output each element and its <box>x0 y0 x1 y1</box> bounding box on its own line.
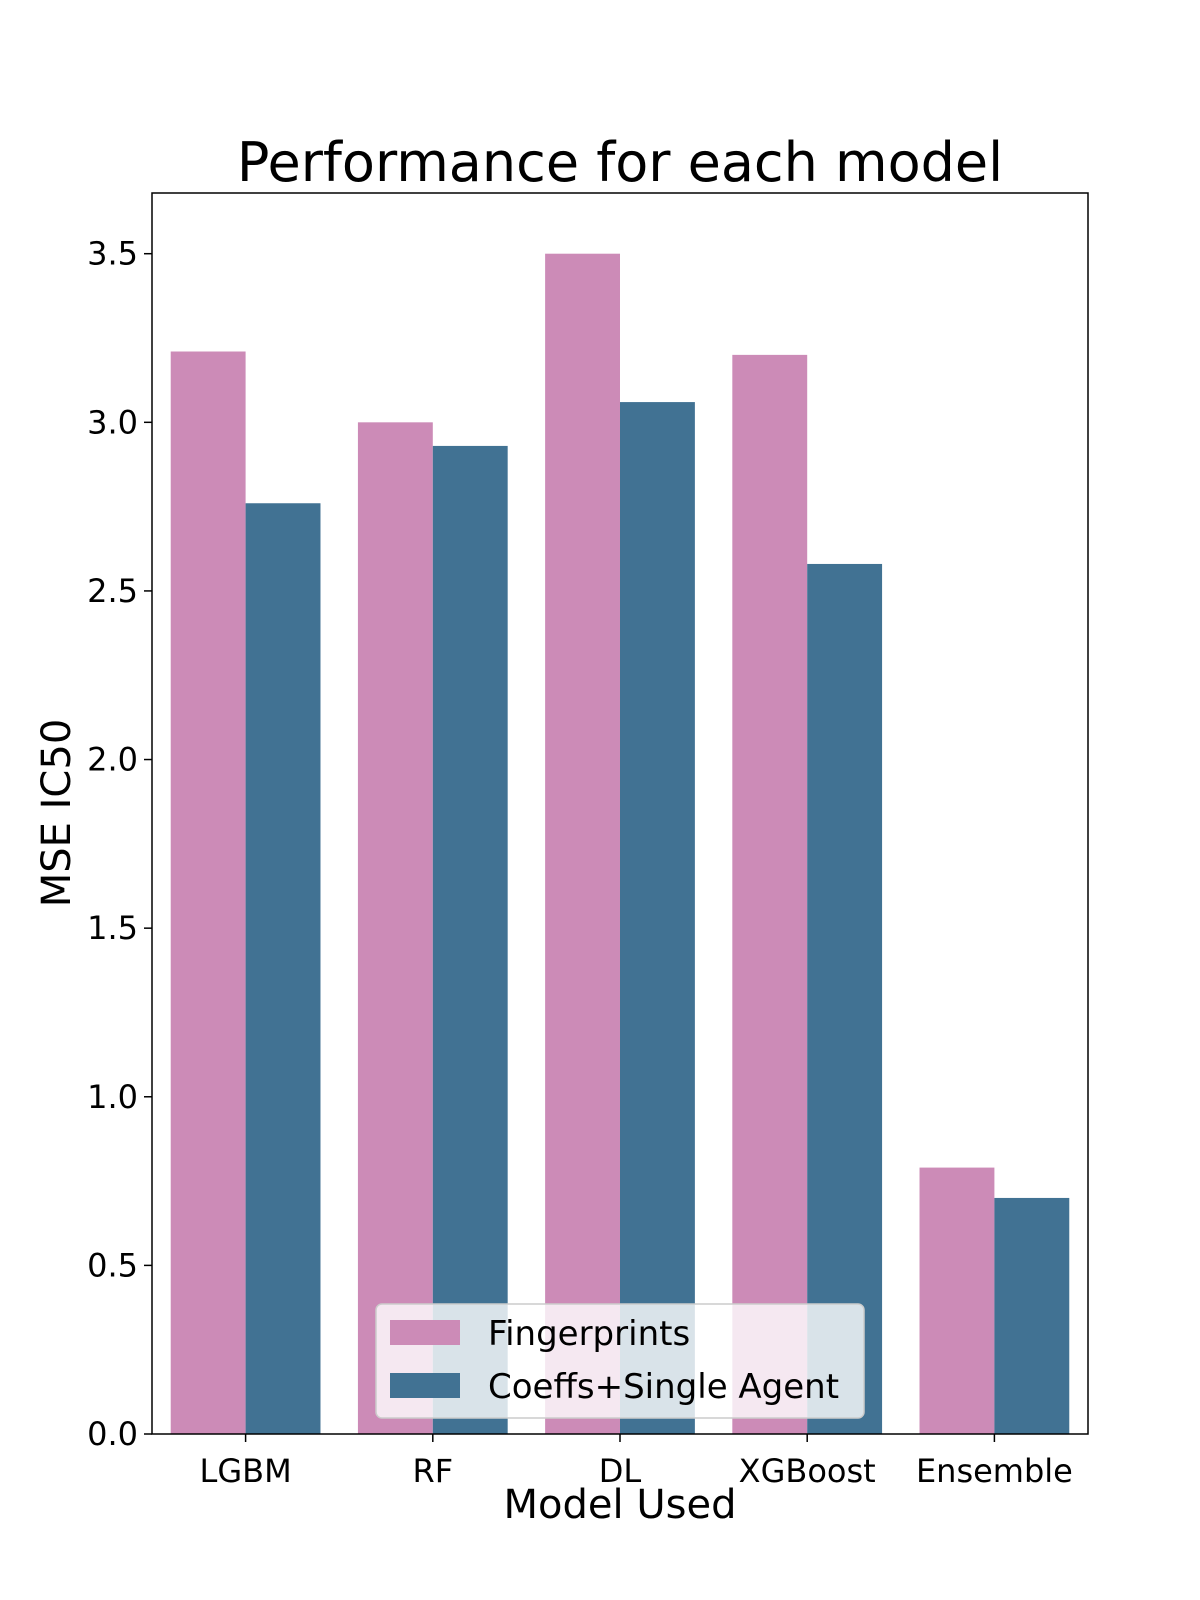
bar-lgbm-series-1 <box>170 351 246 1434</box>
y-tick-label: 3.0 <box>87 403 138 441</box>
bars-layer <box>170 253 1070 1435</box>
y-tick-label: 3.5 <box>87 235 138 273</box>
y-axis-label: MSE IC50 <box>34 719 80 908</box>
legend-label-1: Fingerprints <box>488 1314 690 1354</box>
bar-dl-series-1 <box>545 253 620 1435</box>
bar-xgboost-series-1 <box>732 354 808 1434</box>
x-tick-label: DL <box>599 1452 642 1490</box>
legend-swatch-1 <box>390 1320 460 1345</box>
y-tick-label: 1.5 <box>87 909 138 947</box>
bar-rf-series-1 <box>357 422 433 1434</box>
x-tick-label: XGBoost <box>739 1452 876 1490</box>
x-tick-label: LGBM <box>200 1452 292 1490</box>
bar-xgboost-series-2 <box>807 563 883 1434</box>
legend: Fingerprints Coeffs+Single Agent <box>375 1303 865 1419</box>
y-tick-label: 1.0 <box>87 1078 138 1116</box>
x-axis: LGBM RF DL XGBoost Ensemble <box>200 1434 1073 1490</box>
bar-lgbm-series-2 <box>245 503 321 1434</box>
y-axis: 0.0 0.5 1.0 1.5 2.0 2.5 3.0 3.5 <box>87 235 152 1453</box>
bar-rf-series-2 <box>432 445 508 1434</box>
bar-ensemble-series-2 <box>994 1197 1070 1434</box>
x-tick-label: RF <box>412 1452 453 1490</box>
bar-ensemble-series-1 <box>919 1167 995 1434</box>
bar-dl-series-2 <box>620 402 695 1435</box>
y-tick-label: 2.5 <box>87 572 138 610</box>
y-tick-label: 2.0 <box>87 741 138 779</box>
chart-title: Performance for each model <box>237 131 1003 194</box>
x-tick-label: Ensemble <box>916 1452 1073 1490</box>
x-axis-label: Model Used <box>504 1482 737 1528</box>
y-tick-label: 0.5 <box>87 1246 138 1284</box>
legend-swatch-2 <box>390 1373 460 1398</box>
legend-box <box>375 1303 865 1419</box>
legend-label-2: Coeffs+Single Agent <box>488 1367 839 1407</box>
y-tick-label: 0.0 <box>87 1415 138 1453</box>
